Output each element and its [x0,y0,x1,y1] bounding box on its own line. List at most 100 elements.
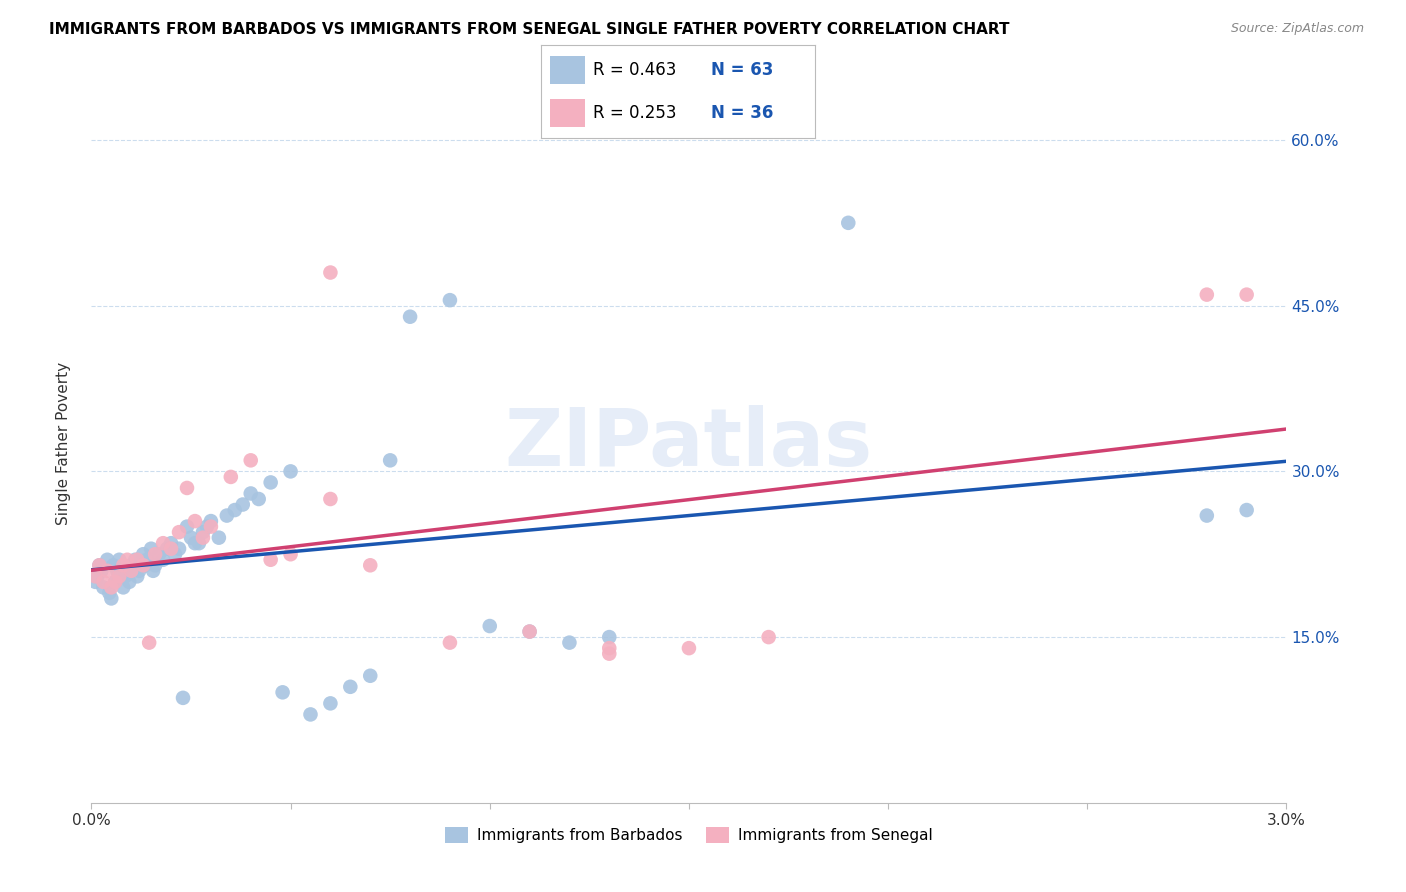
Legend: Immigrants from Barbados, Immigrants from Senegal: Immigrants from Barbados, Immigrants fro… [439,821,939,849]
Text: N = 63: N = 63 [711,61,773,78]
Point [200,514,222,528]
Point [191,531,214,545]
Point [141,541,162,556]
Point [112,581,135,595]
Point [138,635,160,649]
FancyBboxPatch shape [550,99,585,127]
Point [115,564,138,578]
Text: IMMIGRANTS FROM BARBADOS VS IMMIGRANTS FROM SENEGAL SINGLE FATHER POVERTY CORREL: IMMIGRANTS FROM BARBADOS VS IMMIGRANTS F… [49,22,1010,37]
Point [127,553,149,567]
Point [188,536,211,550]
Point [104,574,127,589]
Point [163,547,186,561]
Point [84,574,107,589]
Point [1236,503,1258,517]
Point [152,553,174,567]
Point [259,475,281,490]
Point [89,558,111,573]
Point [519,624,541,639]
Point [118,574,141,589]
Point [136,553,159,567]
Point [439,635,461,649]
Point [280,547,302,561]
Point [758,630,780,644]
Point [167,525,190,540]
Point [215,508,238,523]
Point [478,619,501,633]
Point [89,558,111,573]
Point [259,553,281,567]
Text: ZIPatlas: ZIPatlas [505,405,873,483]
Point [319,266,342,280]
Point [167,541,190,556]
Point [359,558,381,573]
Point [299,707,322,722]
Point [280,464,302,478]
Point [558,635,581,649]
Point [1236,287,1258,301]
Point [176,481,198,495]
Point [247,491,270,506]
Point [132,547,155,561]
Point [100,581,122,595]
Point [143,547,166,561]
Point [142,564,165,578]
Point [378,453,402,467]
Point [143,558,166,573]
Point [180,531,202,545]
Point [124,553,146,567]
Point [1195,508,1218,523]
Text: R = 0.463: R = 0.463 [593,61,676,78]
Point [93,581,114,595]
Point [96,564,118,578]
Point [103,558,125,573]
Point [439,293,461,307]
Point [184,536,207,550]
Point [399,310,422,324]
Point [191,525,214,540]
Point [232,498,254,512]
Point [105,564,128,578]
Point [84,569,107,583]
Point [160,536,183,550]
Point [208,531,231,545]
Point [598,630,620,644]
Point [112,558,135,573]
Point [134,558,156,573]
Point [108,569,131,583]
Point [96,553,118,567]
Point [172,690,194,705]
Point [678,641,700,656]
Text: R = 0.253: R = 0.253 [593,104,676,122]
Point [219,470,242,484]
Point [152,536,174,550]
Point [239,486,262,500]
Point [598,641,620,656]
Point [184,514,207,528]
Point [239,453,262,467]
Point [128,564,150,578]
Point [120,558,142,573]
Point [1195,287,1218,301]
Point [100,591,122,606]
Point [598,647,620,661]
Point [132,558,155,573]
FancyBboxPatch shape [550,56,585,84]
Point [86,569,108,583]
Point [359,669,381,683]
Point [519,624,541,639]
Point [114,569,136,583]
Point [108,553,131,567]
Point [339,680,361,694]
Point [156,541,179,556]
Point [93,574,114,589]
Point [148,547,170,561]
Point [90,564,112,578]
Point [104,574,127,589]
Y-axis label: Single Father Poverty: Single Father Poverty [56,362,70,525]
Point [127,569,149,583]
Point [200,519,222,533]
Point [160,541,183,556]
Text: N = 36: N = 36 [711,104,773,122]
Point [319,697,342,711]
